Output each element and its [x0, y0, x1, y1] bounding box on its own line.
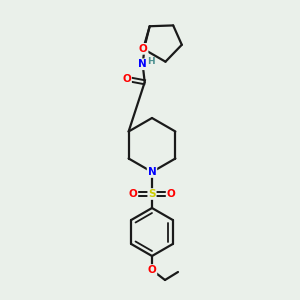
Text: O: O: [148, 265, 156, 275]
Text: H: H: [147, 57, 154, 66]
Text: O: O: [122, 74, 131, 84]
Text: O: O: [139, 44, 148, 54]
Text: O: O: [167, 189, 176, 199]
Text: N: N: [138, 59, 147, 69]
Text: S: S: [148, 189, 156, 199]
Text: N: N: [148, 167, 156, 177]
Text: O: O: [129, 189, 137, 199]
